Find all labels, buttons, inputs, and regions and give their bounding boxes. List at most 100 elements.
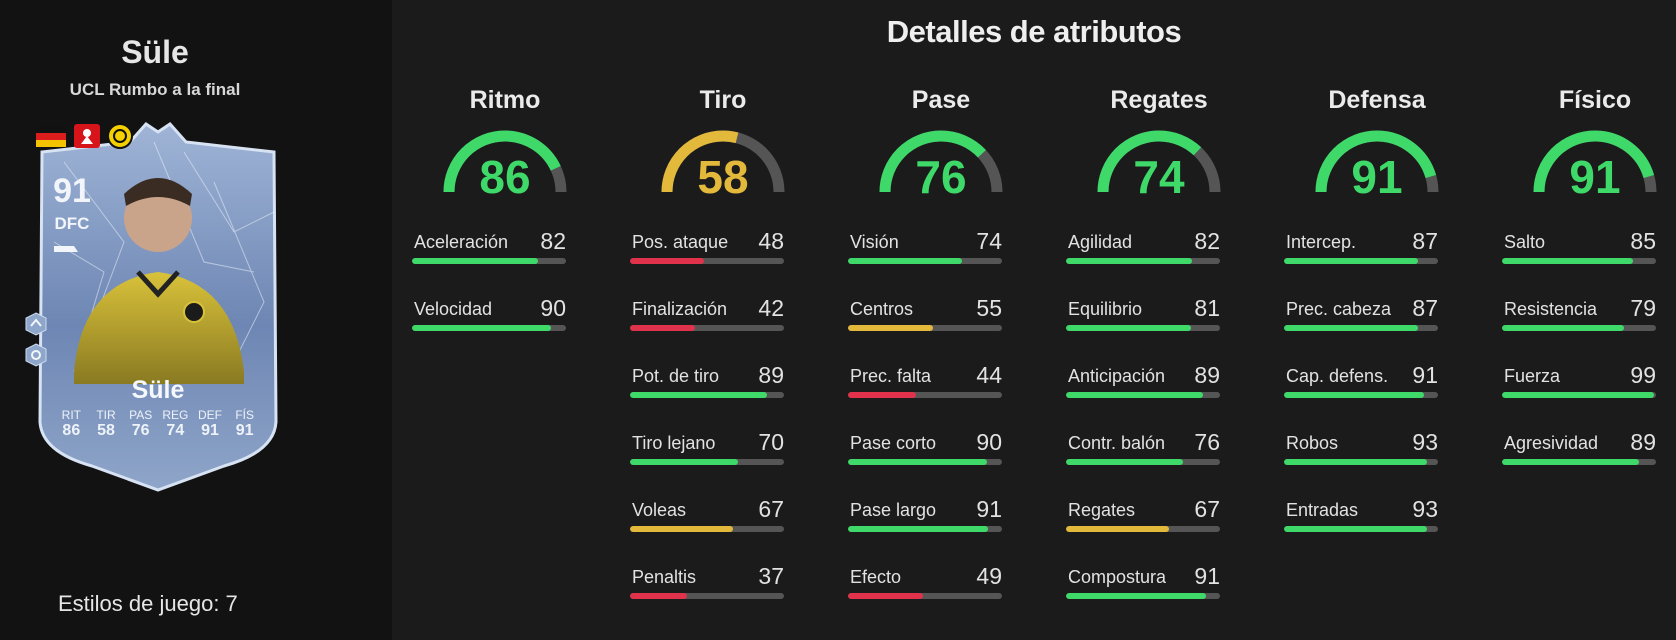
attribute-label: Entradas (1286, 500, 1359, 520)
attribute-bar-track (1502, 392, 1656, 398)
player-card[interactable]: 91 DFC Süle RIT 86 TIR 58 PAS 76 REG 74 DEF 9… (34, 122, 282, 494)
attribute-row[interactable]: Pase corto 90 (848, 429, 1002, 467)
attribute-row[interactable]: Pot. de tiro 89 (630, 362, 784, 400)
category-gauge (443, 130, 567, 193)
attribute-bar-track (630, 526, 784, 532)
card-stat-label: DEF (197, 408, 222, 422)
card-player-name: Süle (131, 376, 185, 404)
attribute-row[interactable]: Entradas 93 (1284, 496, 1438, 534)
attribute-bar-fill (630, 459, 738, 465)
gauge-fill (1533, 130, 1657, 193)
attribute-bar-fill (848, 593, 924, 599)
attribute-row[interactable]: Compostura 91 (1066, 563, 1220, 601)
attribute-row[interactable]: Pos. ataque 48 (630, 228, 784, 266)
attribute-value: 48 (758, 228, 784, 254)
attribute-label: Resistencia (1504, 299, 1598, 319)
playstyle-icon[interactable] (24, 343, 48, 367)
attribute-bar-fill (848, 325, 933, 331)
attribute-row[interactable]: Velocidad 90 (412, 295, 566, 333)
attribute-row[interactable]: Regates 67 (1066, 496, 1220, 534)
attribute-value: 82 (540, 228, 566, 254)
attribute-label: Finalización (632, 299, 728, 319)
attribute-row[interactable]: Contr. balón 76 (1066, 429, 1220, 467)
attribute-row[interactable]: Tiro lejano 70 (630, 429, 784, 467)
attribute-bar-fill (1066, 593, 1207, 599)
attribute-label: Anticipación (1068, 366, 1166, 386)
category-gauge (879, 130, 1003, 193)
attribute-bar-track (630, 459, 784, 465)
attribute-bar-fill (412, 325, 551, 331)
attribute-value: 99 (1630, 362, 1656, 388)
attribute-bar-track (848, 258, 1002, 264)
attribute-label: Pot. de tiro (632, 366, 720, 386)
attribute-row[interactable]: Penaltis 37 (630, 563, 784, 601)
attribute-row[interactable]: Prec. cabeza 87 (1284, 295, 1438, 333)
attribute-row[interactable]: Voleas 67 (630, 496, 784, 534)
attribute-row[interactable]: Finalización 42 (630, 295, 784, 333)
playstyles-count[interactable]: Estilos de juego: 7 (58, 591, 238, 616)
attribute-row[interactable]: Visión 74 (848, 228, 1002, 266)
attribute-value: 91 (1412, 362, 1438, 388)
attribute-bar-track (1284, 526, 1438, 532)
attribute-label: Pase largo (850, 500, 937, 520)
attribute-bar-track (848, 392, 1002, 398)
card-stat-def: DEF 91 (193, 408, 228, 440)
attribute-row[interactable]: Intercep. 87 (1284, 228, 1438, 266)
attribute-row[interactable]: Salto 85 (1502, 228, 1656, 266)
attribute-row[interactable]: Cap. defens. 91 (1284, 362, 1438, 400)
attribute-bar-track (1502, 325, 1656, 331)
attribute-row[interactable]: Efecto 49 (848, 563, 1002, 601)
attribute-label: Pase corto (850, 433, 937, 453)
attribute-value: 74 (976, 228, 1002, 254)
attribute-bar-track (1502, 258, 1656, 264)
card-stat-value: 91 (235, 422, 254, 439)
gauge-fill (1315, 130, 1439, 193)
attribute-bar-fill (1284, 258, 1418, 264)
category-title: Físico (1558, 86, 1632, 114)
attribute-row[interactable]: Centros 55 (848, 295, 1002, 333)
category-gauge (1533, 130, 1657, 193)
attribute-row[interactable]: Resistencia 79 (1502, 295, 1656, 333)
card-stats: RIT 86 TIR 58 PAS 76 REG 74 DEF 91 FÍS 91 (54, 408, 262, 440)
player-panel: Süle UCL Rumbo a la final (0, 0, 392, 640)
attribute-label: Agresividad (1504, 433, 1599, 453)
attribute-row[interactable]: Pase largo 91 (848, 496, 1002, 534)
attribute-row[interactable]: Agilidad 82 (1066, 228, 1220, 266)
category-4: Defensa 91 Intercep. 87 Prec. cabeza 87 Cap. d… (1282, 84, 1442, 624)
attribute-bar-track (1284, 258, 1438, 264)
attribute-bar-fill (630, 392, 768, 398)
attribute-value: 89 (758, 362, 784, 388)
card-frame (38, 122, 278, 492)
category-title: Tiro (699, 86, 747, 114)
club-crest-icon (107, 123, 133, 149)
category-2: Pase 76 Visión 74 Centros 55 Prec. falta 44 Pase… (846, 84, 1006, 624)
attribute-row[interactable]: Equilibrio 81 (1066, 295, 1220, 333)
card-stat-label: FÍS (235, 408, 254, 422)
attribute-value: 70 (758, 429, 784, 455)
attribute-value: 91 (976, 496, 1002, 522)
attribute-label: Prec. cabeza (1286, 299, 1392, 319)
attribute-row[interactable]: Robos 93 (1284, 429, 1438, 467)
card-stat-reg: REG 74 (158, 408, 193, 440)
attribute-row[interactable]: Fuerza 99 (1502, 362, 1656, 400)
attribute-value: 49 (976, 563, 1002, 589)
category-value: 91 (1569, 151, 1621, 203)
attribute-label: Robos (1286, 433, 1339, 453)
attribute-bar-track (630, 258, 784, 264)
attribute-value: 87 (1412, 295, 1438, 321)
attribute-row[interactable]: Anticipación 89 (1066, 362, 1220, 400)
attribute-row[interactable]: Agresividad 89 (1502, 429, 1656, 467)
category-gauge (1315, 130, 1439, 193)
card-stat-value: 58 (97, 422, 115, 439)
attribute-value: 85 (1630, 228, 1656, 254)
attribute-row[interactable]: Aceleración 82 (412, 228, 566, 266)
attribute-bar-track (1066, 392, 1220, 398)
card-stat-value: 86 (62, 422, 81, 439)
player-name: Süle (121, 34, 189, 70)
category-title: Pase (911, 86, 971, 114)
attribute-row[interactable]: Prec. falta 44 (848, 362, 1002, 400)
card-position: DFC (54, 214, 90, 233)
attribute-label: Velocidad (414, 299, 493, 319)
playstyle-plus-icon[interactable] (24, 312, 48, 336)
attribute-value: 55 (976, 295, 1002, 321)
